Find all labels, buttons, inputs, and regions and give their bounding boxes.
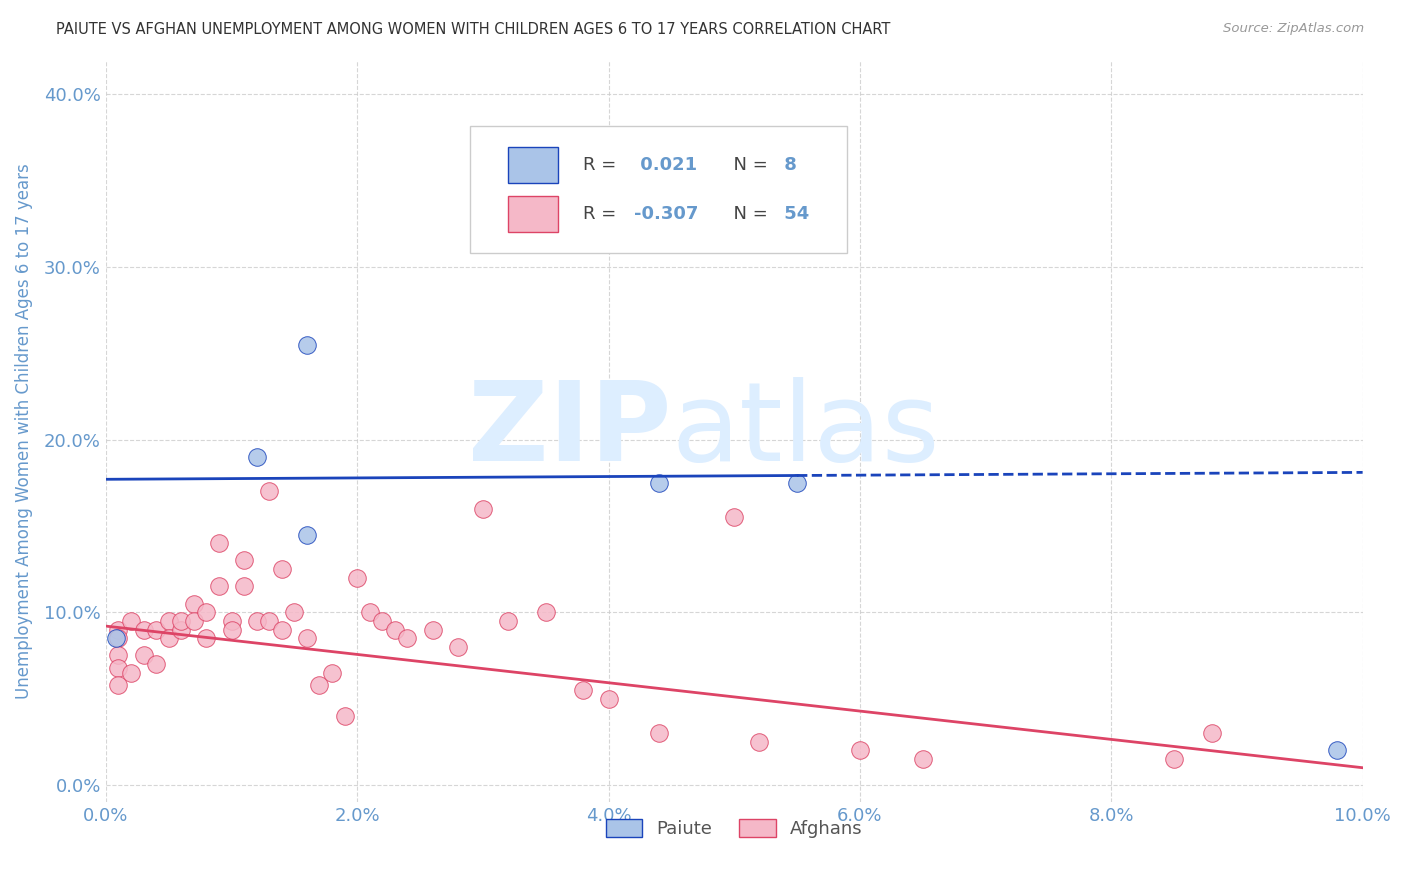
Text: 54: 54 <box>779 205 810 223</box>
Point <box>447 640 470 654</box>
Point <box>648 475 671 490</box>
Point <box>107 660 129 674</box>
Point <box>170 623 193 637</box>
Point <box>1201 726 1223 740</box>
Point <box>346 571 368 585</box>
Text: R =: R = <box>583 156 623 174</box>
Point <box>648 165 671 179</box>
Point <box>333 709 356 723</box>
Text: R =: R = <box>583 205 623 223</box>
Point <box>257 614 280 628</box>
Point <box>221 623 243 637</box>
Point <box>598 691 620 706</box>
Point <box>911 752 934 766</box>
Point <box>195 605 218 619</box>
Point <box>371 614 394 628</box>
Point <box>183 614 205 628</box>
Point <box>396 631 419 645</box>
Point <box>748 735 770 749</box>
Point <box>1163 752 1185 766</box>
Point <box>534 605 557 619</box>
Point <box>233 579 256 593</box>
Point <box>208 536 231 550</box>
Point <box>145 657 167 672</box>
Point <box>104 631 127 645</box>
Point <box>295 337 318 351</box>
Point <box>120 614 142 628</box>
Point <box>422 623 444 637</box>
Text: -0.307: -0.307 <box>634 205 697 223</box>
Point <box>120 665 142 680</box>
Point <box>257 484 280 499</box>
Point <box>233 553 256 567</box>
Point <box>723 510 745 524</box>
Point <box>270 562 292 576</box>
Point <box>308 678 330 692</box>
FancyBboxPatch shape <box>508 196 558 232</box>
Y-axis label: Unemployment Among Women with Children Ages 6 to 17 years: Unemployment Among Women with Children A… <box>15 163 32 698</box>
Point <box>283 605 305 619</box>
Point <box>195 631 218 645</box>
Point <box>270 623 292 637</box>
Text: atlas: atlas <box>672 377 939 484</box>
Point <box>246 614 269 628</box>
Point <box>849 743 872 757</box>
Point <box>107 623 129 637</box>
Point <box>384 623 406 637</box>
Point <box>321 665 343 680</box>
Point <box>471 501 494 516</box>
Point <box>145 623 167 637</box>
Point <box>1326 743 1348 757</box>
Point <box>496 614 519 628</box>
Point <box>572 683 595 698</box>
Text: 0.021: 0.021 <box>634 156 697 174</box>
Point <box>246 450 269 464</box>
Point <box>107 631 129 645</box>
Text: 8: 8 <box>779 156 797 174</box>
Point <box>170 614 193 628</box>
FancyBboxPatch shape <box>508 147 558 183</box>
Point <box>295 527 318 541</box>
Text: Source: ZipAtlas.com: Source: ZipAtlas.com <box>1223 22 1364 36</box>
Point <box>786 475 808 490</box>
Text: ZIP: ZIP <box>468 377 672 484</box>
Point <box>221 614 243 628</box>
Point <box>295 631 318 645</box>
Point <box>107 678 129 692</box>
Text: PAIUTE VS AFGHAN UNEMPLOYMENT AMONG WOMEN WITH CHILDREN AGES 6 TO 17 YEARS CORRE: PAIUTE VS AFGHAN UNEMPLOYMENT AMONG WOME… <box>56 22 890 37</box>
Point <box>359 605 381 619</box>
Point <box>208 579 231 593</box>
Point <box>183 597 205 611</box>
Point <box>157 631 180 645</box>
Legend: Paiute, Afghans: Paiute, Afghans <box>599 812 870 846</box>
Text: N =: N = <box>721 156 773 174</box>
Point <box>648 726 671 740</box>
Point <box>157 614 180 628</box>
Point <box>107 648 129 663</box>
FancyBboxPatch shape <box>471 127 848 252</box>
Point <box>132 648 155 663</box>
Text: N =: N = <box>721 205 773 223</box>
Point <box>132 623 155 637</box>
